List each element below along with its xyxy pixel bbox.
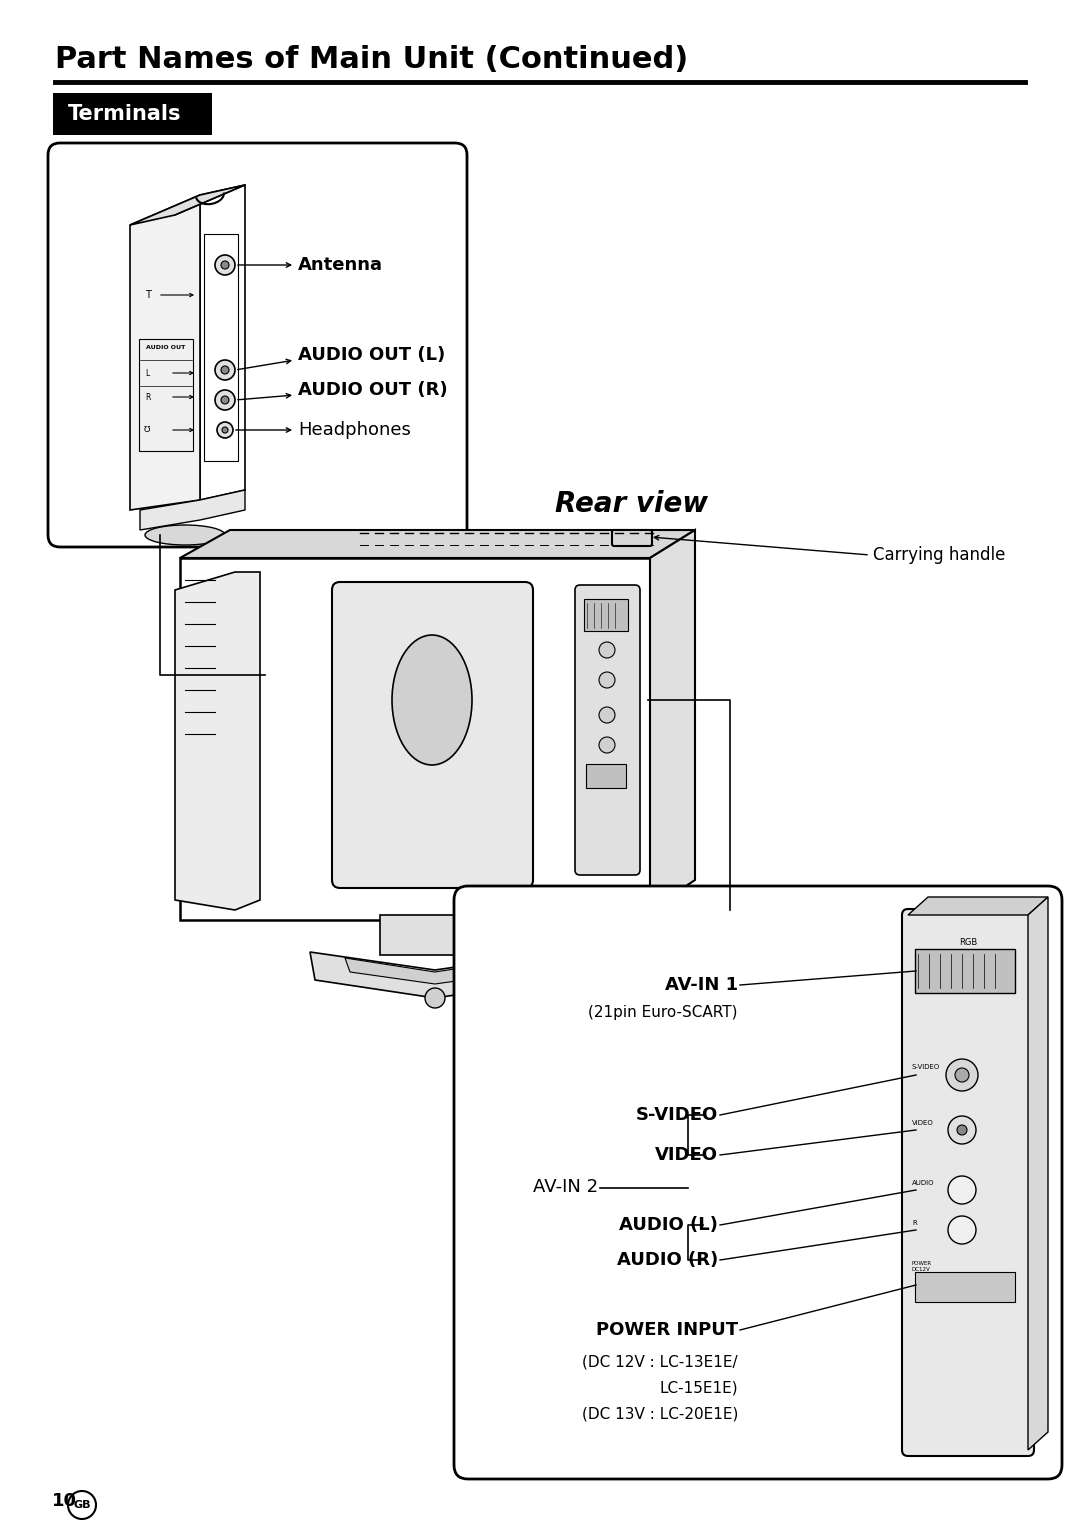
- Text: Rear view: Rear view: [555, 489, 708, 518]
- Text: LC-15E1E): LC-15E1E): [660, 1381, 738, 1396]
- Circle shape: [599, 672, 615, 689]
- Polygon shape: [1028, 897, 1048, 1450]
- Text: S-VIDEO: S-VIDEO: [912, 1065, 941, 1071]
- Polygon shape: [908, 897, 1048, 914]
- Text: T: T: [145, 290, 151, 301]
- Text: (21pin Euro-SCART): (21pin Euro-SCART): [589, 1005, 738, 1020]
- Text: AV-IN 2: AV-IN 2: [532, 1178, 598, 1197]
- Polygon shape: [200, 186, 245, 500]
- Polygon shape: [175, 572, 260, 910]
- FancyBboxPatch shape: [139, 339, 193, 451]
- FancyBboxPatch shape: [332, 581, 534, 888]
- Text: Part Names of Main Unit (Continued): Part Names of Main Unit (Continued): [55, 44, 688, 74]
- FancyBboxPatch shape: [48, 143, 467, 548]
- Polygon shape: [345, 959, 525, 983]
- Text: L: L: [145, 368, 149, 377]
- Circle shape: [946, 1058, 978, 1091]
- Circle shape: [215, 360, 235, 380]
- Polygon shape: [130, 195, 200, 509]
- Circle shape: [426, 988, 445, 1008]
- Text: AV-IN 1: AV-IN 1: [665, 976, 738, 994]
- FancyBboxPatch shape: [575, 584, 640, 874]
- Polygon shape: [380, 914, 490, 956]
- Text: (DC 13V : LC-20E1E): (DC 13V : LC-20E1E): [582, 1407, 738, 1422]
- Text: (DC 12V : LC-13E1E/: (DC 12V : LC-13E1E/: [582, 1355, 738, 1370]
- FancyBboxPatch shape: [53, 94, 212, 135]
- Text: AUDIO (R): AUDIO (R): [617, 1252, 718, 1269]
- FancyBboxPatch shape: [586, 764, 626, 788]
- Text: AUDIO OUT (R): AUDIO OUT (R): [298, 380, 447, 399]
- Text: VIDEO: VIDEO: [654, 1146, 718, 1164]
- FancyBboxPatch shape: [584, 598, 627, 630]
- Text: GB: GB: [73, 1500, 91, 1509]
- Text: AUDIO OUT (L): AUDIO OUT (L): [298, 347, 445, 364]
- Polygon shape: [180, 531, 696, 558]
- FancyBboxPatch shape: [612, 531, 652, 546]
- Circle shape: [599, 643, 615, 658]
- Circle shape: [221, 396, 229, 403]
- Text: Headphones: Headphones: [298, 420, 410, 439]
- Text: VIDEO: VIDEO: [912, 1120, 934, 1126]
- Text: Terminals: Terminals: [68, 104, 181, 124]
- Polygon shape: [650, 531, 696, 910]
- Ellipse shape: [392, 635, 472, 765]
- Circle shape: [948, 1117, 976, 1144]
- FancyBboxPatch shape: [902, 910, 1034, 1456]
- Text: AUDIO OUT: AUDIO OUT: [147, 345, 186, 350]
- Text: AUDIO: AUDIO: [912, 1180, 934, 1186]
- Text: POWER
DC12V: POWER DC12V: [912, 1261, 932, 1272]
- FancyBboxPatch shape: [204, 235, 238, 462]
- Text: AUDIO (L): AUDIO (L): [619, 1216, 718, 1233]
- Text: RGB: RGB: [959, 937, 977, 946]
- Polygon shape: [130, 186, 245, 225]
- FancyBboxPatch shape: [454, 887, 1062, 1479]
- Circle shape: [599, 736, 615, 753]
- Text: POWER INPUT: POWER INPUT: [596, 1321, 738, 1339]
- Text: S-VIDEO: S-VIDEO: [636, 1106, 718, 1124]
- Circle shape: [222, 426, 228, 433]
- Polygon shape: [310, 953, 561, 999]
- Text: ℧: ℧: [144, 425, 150, 434]
- FancyBboxPatch shape: [915, 950, 1015, 992]
- Circle shape: [955, 1068, 969, 1081]
- Polygon shape: [180, 558, 650, 920]
- FancyBboxPatch shape: [915, 1272, 1015, 1302]
- Circle shape: [215, 390, 235, 410]
- Polygon shape: [140, 489, 245, 531]
- Circle shape: [221, 367, 229, 374]
- Ellipse shape: [145, 525, 225, 545]
- Text: 10: 10: [52, 1493, 77, 1509]
- Circle shape: [948, 1216, 976, 1244]
- Circle shape: [948, 1177, 976, 1204]
- Circle shape: [221, 261, 229, 268]
- Circle shape: [599, 707, 615, 723]
- Circle shape: [957, 1124, 967, 1135]
- Circle shape: [217, 422, 233, 439]
- Circle shape: [215, 255, 235, 275]
- Text: Antenna: Antenna: [298, 256, 383, 275]
- Text: R: R: [145, 393, 150, 402]
- Text: Carrying handle: Carrying handle: [873, 546, 1005, 565]
- Text: R: R: [912, 1220, 917, 1226]
